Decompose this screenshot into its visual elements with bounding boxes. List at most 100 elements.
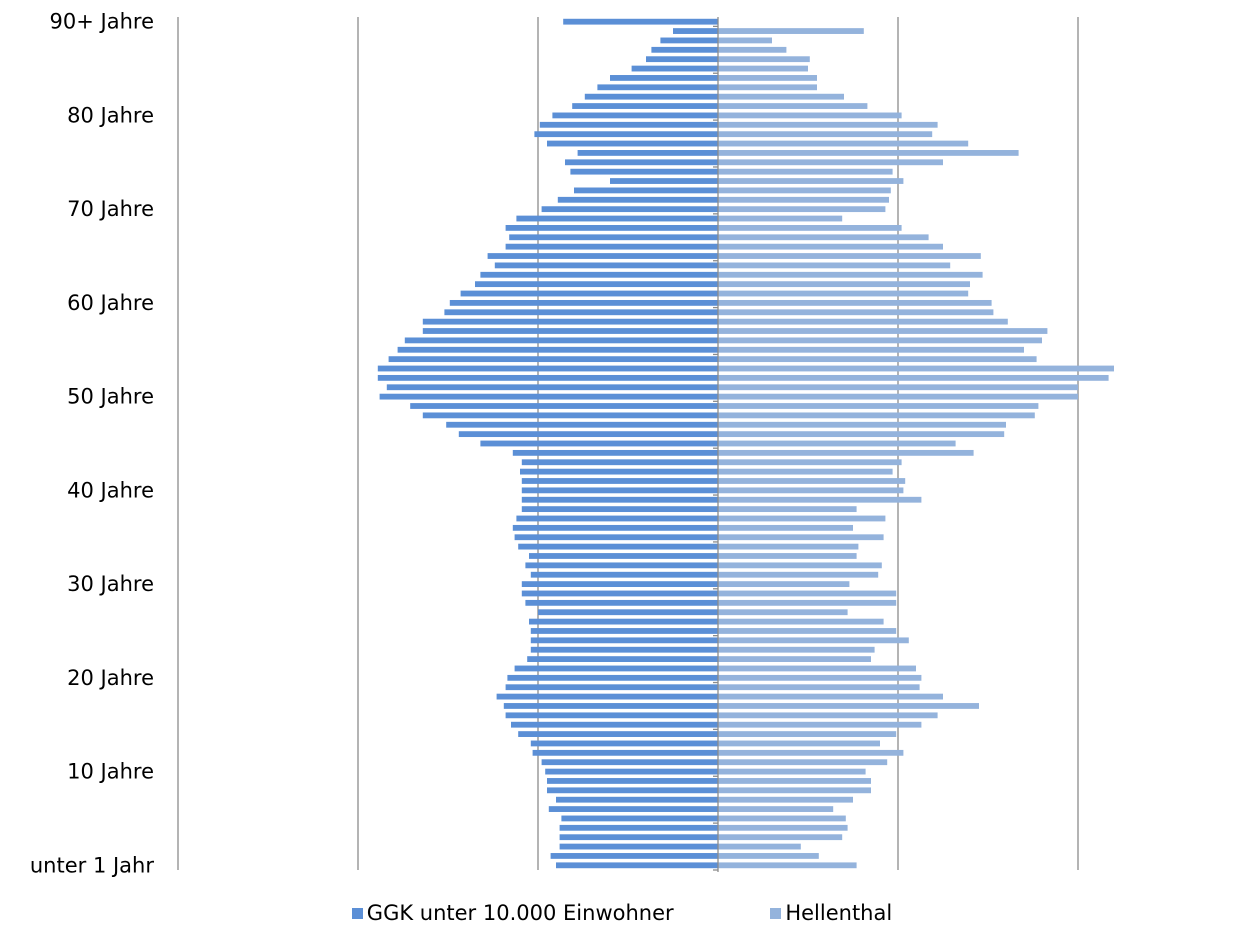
bar-ggk <box>529 618 718 625</box>
bar-hellenthal <box>718 571 879 578</box>
bar-ggk <box>561 815 718 822</box>
bar-ggk <box>512 449 718 456</box>
legend: GGK unter 10.000 Einwohner Hellenthal <box>0 898 1244 928</box>
bar-ggk <box>511 721 718 728</box>
bar-ggk <box>514 534 718 541</box>
bar-ggk <box>550 853 718 859</box>
bar-ggk <box>460 290 718 297</box>
bar-ggk <box>673 28 718 34</box>
bar-hellenthal <box>718 93 844 100</box>
bar-hellenthal <box>718 140 969 147</box>
bar-ggk <box>521 487 718 494</box>
bar-hellenthal <box>718 112 902 119</box>
bar-hellenthal <box>718 103 868 109</box>
bar-ggk <box>660 37 718 44</box>
bar-hellenthal <box>718 609 848 616</box>
bar-hellenthal <box>718 487 904 494</box>
bar-hellenthal <box>718 843 801 850</box>
bar-hellenthal <box>718 618 884 625</box>
bar-ggk <box>530 637 718 644</box>
bar-ggk <box>475 281 718 288</box>
bar-ggk <box>547 140 718 147</box>
bar-hellenthal <box>718 496 922 503</box>
bar-ggk <box>386 384 718 391</box>
bar-hellenthal <box>718 806 834 812</box>
bar-ggk <box>377 374 718 381</box>
bar-hellenthal <box>718 346 1024 353</box>
bar-ggk <box>521 581 718 588</box>
bar-ggk <box>610 75 718 81</box>
bar-hellenthal <box>718 84 817 91</box>
bar-hellenthal <box>718 374 1109 381</box>
bar-ggk <box>559 843 718 850</box>
bar-hellenthal <box>718 815 846 822</box>
bar-hellenthal <box>718 590 897 597</box>
bar-hellenthal <box>718 768 866 775</box>
bar-hellenthal <box>718 65 808 72</box>
bar-ggk <box>521 590 718 597</box>
bar-ggk <box>446 421 718 428</box>
bar-ggk <box>509 234 718 241</box>
bar-ggk <box>505 684 718 691</box>
bar-hellenthal <box>718 159 943 166</box>
bar-hellenthal <box>718 225 902 231</box>
bar-ggk <box>565 159 718 166</box>
bar-hellenthal <box>718 684 920 691</box>
bar-hellenthal <box>718 131 933 138</box>
bar-ggk <box>496 693 718 700</box>
bar-hellenthal <box>718 628 897 634</box>
bar-ggk <box>539 121 718 128</box>
bar-hellenthal <box>718 599 897 606</box>
bar-hellenthal <box>718 637 909 644</box>
bar-ggk <box>512 524 718 531</box>
bar-ggk <box>557 196 718 203</box>
bar-hellenthal <box>718 562 882 569</box>
bar-hellenthal <box>718 262 951 269</box>
bar-ggk <box>422 412 718 419</box>
legend-item-hellenthal[interactable]: Hellenthal <box>770 898 892 928</box>
y-tick-label: 20 Jahre <box>67 666 154 690</box>
bar-ggk <box>505 225 718 231</box>
bar-hellenthal <box>718 56 810 63</box>
y-tick-label: 30 Jahre <box>67 572 154 596</box>
bar-hellenthal <box>718 731 897 737</box>
bar-hellenthal <box>718 553 857 559</box>
bar-hellenthal <box>718 712 938 719</box>
bar-ggk <box>379 393 718 400</box>
legend-item-ggk[interactable]: GGK unter 10.000 Einwohner <box>351 898 674 928</box>
bar-hellenthal <box>718 243 943 250</box>
bar-ggk <box>563 18 718 25</box>
bar-hellenthal <box>718 468 893 475</box>
bar-hellenthal <box>718 674 922 681</box>
bar-hellenthal <box>718 281 970 288</box>
bar-ggk <box>577 150 718 156</box>
bar-ggk <box>505 712 718 719</box>
bar-hellenthal <box>718 206 886 213</box>
bar-hellenthal <box>718 271 983 278</box>
series-ggk-bars <box>377 18 718 869</box>
bar-ggk <box>597 84 718 91</box>
bar-ggk <box>574 187 718 194</box>
bar-hellenthal <box>718 121 938 128</box>
bar-ggk <box>610 178 718 184</box>
bar-ggk <box>530 628 718 634</box>
bar-hellenthal <box>718 337 1042 344</box>
bar-hellenthal <box>718 543 859 550</box>
bar-ggk <box>487 253 718 259</box>
bar-hellenthal <box>718 299 992 306</box>
bar-hellenthal <box>718 787 871 794</box>
bar-ggk <box>377 365 718 372</box>
bar-ggk <box>422 318 718 325</box>
bar-ggk <box>548 806 718 812</box>
bar-hellenthal <box>718 318 1008 325</box>
bar-ggk <box>530 740 718 747</box>
bar-hellenthal <box>718 431 1005 438</box>
bar-ggk <box>525 562 718 569</box>
center-axis <box>713 17 719 872</box>
bar-ggk <box>480 440 718 447</box>
bar-hellenthal <box>718 356 1037 363</box>
bar-hellenthal <box>718 749 904 756</box>
bar-hellenthal <box>718 665 916 672</box>
bar-hellenthal <box>718 853 819 859</box>
bar-hellenthal <box>718 178 904 184</box>
